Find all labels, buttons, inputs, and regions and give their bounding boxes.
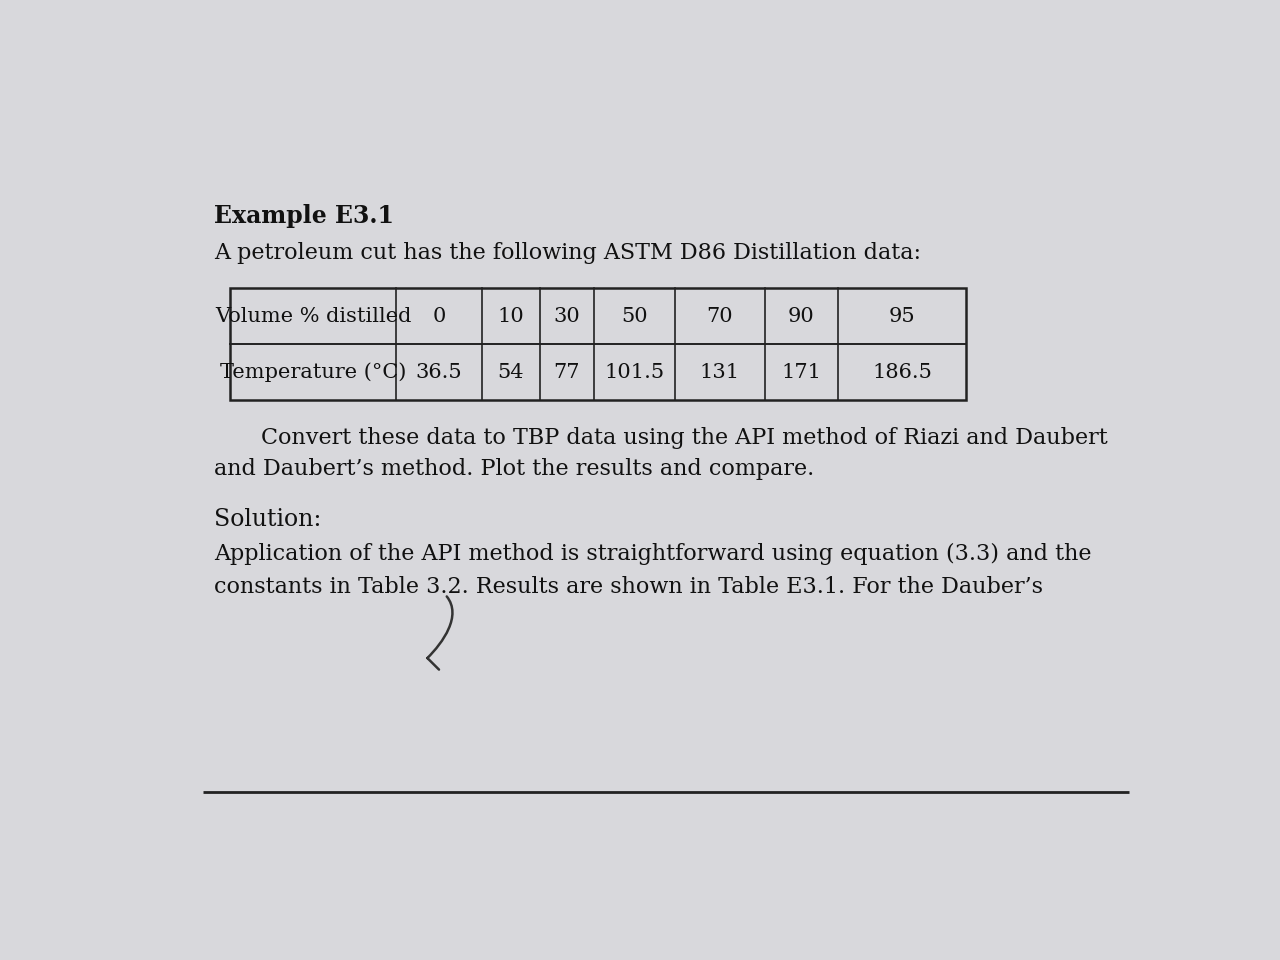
Bar <box>229 288 966 400</box>
Text: 95: 95 <box>888 307 915 325</box>
Text: 36.5: 36.5 <box>416 363 462 382</box>
Text: constants in Table 3.2. Results are shown in Table E3.1. For the Dauber’s: constants in Table 3.2. Results are show… <box>214 576 1043 598</box>
Text: 30: 30 <box>553 307 580 325</box>
Text: Solution:: Solution: <box>214 508 321 531</box>
Text: 70: 70 <box>707 307 733 325</box>
Text: Convert these data to TBP data using the API method of Riazi and Daubert: Convert these data to TBP data using the… <box>261 427 1107 449</box>
Text: Example E3.1: Example E3.1 <box>214 204 394 228</box>
Text: 131: 131 <box>700 363 740 382</box>
Text: and Daubert’s method. Plot the results and compare.: and Daubert’s method. Plot the results a… <box>214 458 814 480</box>
Text: Volume % distilled: Volume % distilled <box>215 307 411 325</box>
Text: 54: 54 <box>498 363 524 382</box>
Text: 90: 90 <box>788 307 814 325</box>
Text: 101.5: 101.5 <box>604 363 664 382</box>
Text: 171: 171 <box>781 363 822 382</box>
Text: 77: 77 <box>554 363 580 382</box>
Text: 0: 0 <box>433 307 445 325</box>
Text: Application of the API method is straightforward using equation (3.3) and the: Application of the API method is straigh… <box>214 542 1092 564</box>
Text: Temperature (°C): Temperature (°C) <box>220 362 406 382</box>
Text: A petroleum cut has the following ASTM D86 Distillation data:: A petroleum cut has the following ASTM D… <box>214 242 922 264</box>
Text: 50: 50 <box>621 307 648 325</box>
Text: 186.5: 186.5 <box>872 363 932 382</box>
Text: 10: 10 <box>498 307 524 325</box>
